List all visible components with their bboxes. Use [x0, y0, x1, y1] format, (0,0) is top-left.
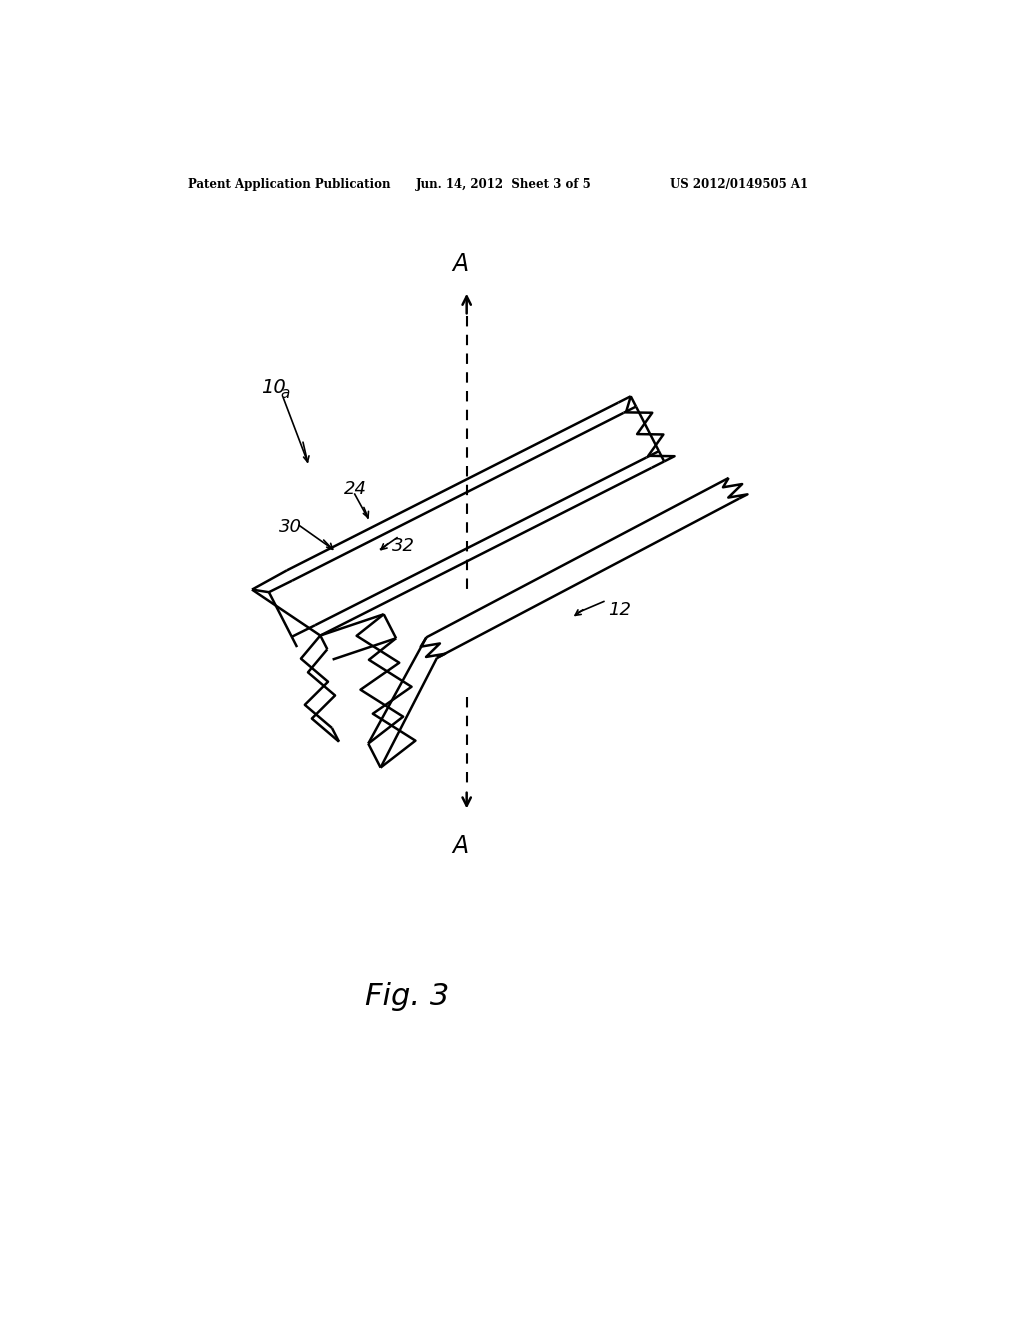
Text: a: a [281, 385, 290, 400]
Text: Fig. 3: Fig. 3 [365, 982, 450, 1011]
Text: 32: 32 [391, 537, 415, 556]
Text: 30: 30 [280, 517, 302, 536]
Text: 12: 12 [608, 601, 632, 619]
Text: A: A [453, 252, 469, 276]
Text: Jun. 14, 2012  Sheet 3 of 5: Jun. 14, 2012 Sheet 3 of 5 [417, 178, 592, 190]
Text: 10: 10 [261, 378, 286, 397]
Text: 24: 24 [343, 480, 367, 498]
Text: US 2012/0149505 A1: US 2012/0149505 A1 [671, 178, 809, 190]
Text: Patent Application Publication: Patent Application Publication [188, 178, 391, 190]
Text: A: A [453, 834, 469, 858]
